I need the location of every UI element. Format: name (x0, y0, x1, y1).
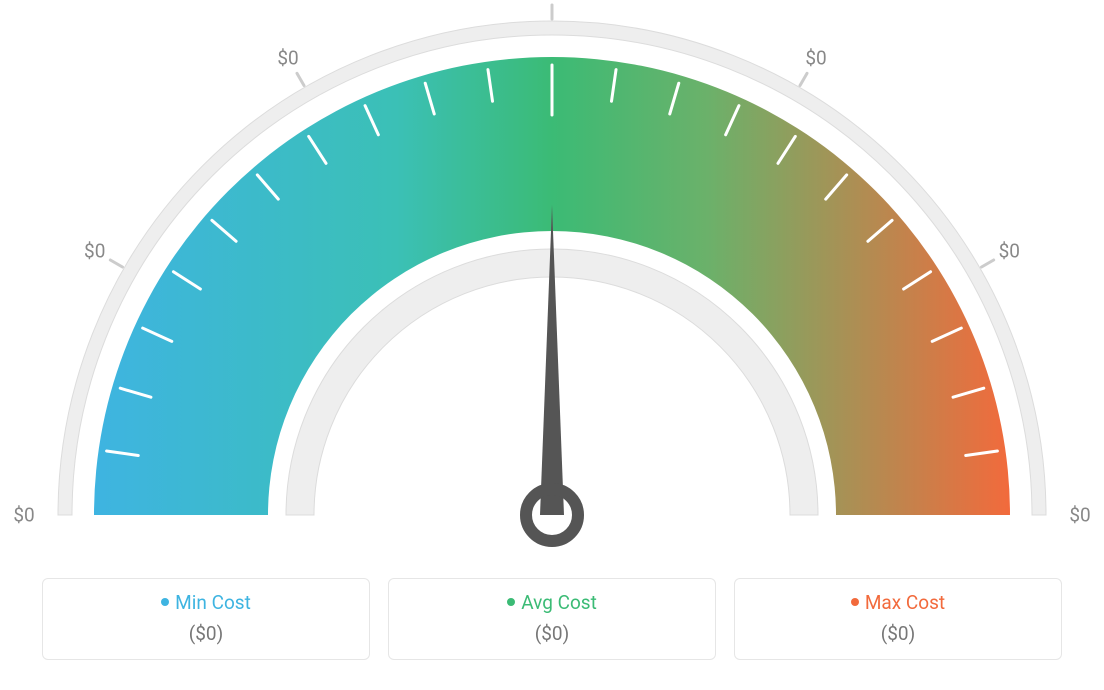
legend-dot-min (161, 598, 169, 606)
gauge-tick-label: $0 (1069, 504, 1090, 527)
gauge-area: $0$0$0$0$0$0$0 (0, 0, 1104, 570)
legend-box-min: Min Cost ($0) (42, 578, 370, 660)
legend-box-max: Max Cost ($0) (734, 578, 1062, 660)
gauge-tick-label: $0 (999, 240, 1020, 263)
legend-dot-max (851, 598, 859, 606)
legend-label-max-text: Max Cost (865, 591, 945, 614)
legend-dot-avg (507, 598, 515, 606)
legend-value-avg: ($0) (389, 622, 715, 645)
legend-label-avg-text: Avg Cost (521, 591, 597, 614)
gauge-tick-label: $0 (84, 240, 105, 263)
legend-label-max: Max Cost (735, 591, 1061, 614)
legend-label-avg: Avg Cost (389, 591, 715, 614)
gauge-tick-label: $0 (805, 46, 826, 69)
legend-row: Min Cost ($0) Avg Cost ($0) Max Cost ($0… (0, 578, 1104, 660)
legend-value-max: ($0) (735, 622, 1061, 645)
gauge-tick-label: $0 (277, 46, 298, 69)
legend-box-avg: Avg Cost ($0) (388, 578, 716, 660)
gauge-svg (0, 0, 1104, 570)
cost-gauge-chart: $0$0$0$0$0$0$0 Min Cost ($0) Avg Cost ($… (0, 0, 1104, 690)
gauge-tick-label: $0 (13, 504, 34, 527)
legend-label-min-text: Min Cost (175, 591, 251, 614)
legend-value-min: ($0) (43, 622, 369, 645)
legend-label-min: Min Cost (43, 591, 369, 614)
